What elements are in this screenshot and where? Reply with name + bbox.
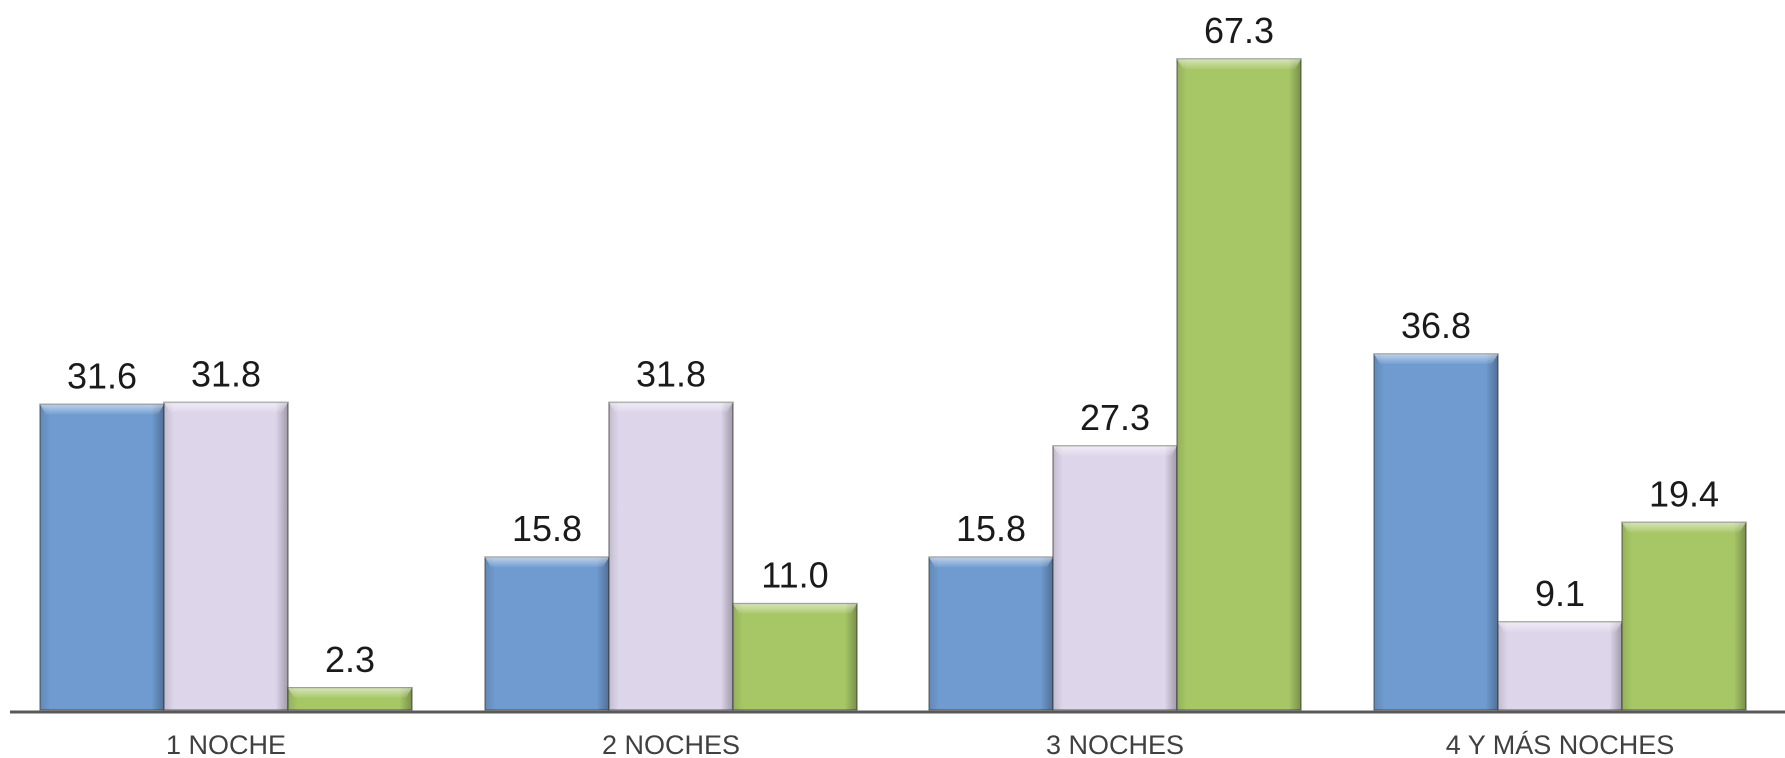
bar-series-2-2 xyxy=(608,401,734,711)
bar-series-1-3 xyxy=(928,556,1054,711)
bar-series-3-1 xyxy=(287,687,413,711)
value-label: 67.3 xyxy=(1204,10,1274,51)
category-label: 1 NOCHE xyxy=(166,730,286,758)
value-label: 15.8 xyxy=(956,508,1026,549)
bar-series-3-3 xyxy=(1176,58,1302,711)
category-label: 2 NOCHES xyxy=(602,730,740,758)
category-labels-layer: 1 NOCHE 2 NOCHES 3 NOCHES 4 Y MÁS NOCHES xyxy=(166,730,1674,758)
bar-series-2-1 xyxy=(163,401,289,711)
bar-series-1-1 xyxy=(39,403,165,711)
value-label: 31.6 xyxy=(67,355,137,396)
value-labels-layer: 31.6 31.8 2.3 15.8 31.8 11.0 15.8 27.3 67.3 36.8 9… xyxy=(67,10,1719,680)
category-label: 4 Y MÁS NOCHES xyxy=(1446,730,1675,758)
bar-series-2-3 xyxy=(1052,445,1178,711)
value-label: 27.3 xyxy=(1080,397,1150,438)
value-label: 11.0 xyxy=(761,555,828,596)
value-label: 9.1 xyxy=(1535,573,1585,614)
value-label: 36.8 xyxy=(1401,305,1471,346)
bar-series-2-4 xyxy=(1497,621,1623,711)
bar-series-1-4 xyxy=(1373,353,1499,711)
value-label: 31.8 xyxy=(191,353,261,394)
bars-layer xyxy=(39,58,1747,711)
value-label: 15.8 xyxy=(512,508,582,549)
value-label: 19.4 xyxy=(1649,473,1719,514)
bar-series-3-2 xyxy=(732,602,858,711)
value-label: 31.8 xyxy=(636,353,706,394)
category-label: 3 NOCHES xyxy=(1046,730,1184,758)
bar-series-1-2 xyxy=(484,556,610,711)
value-label: 2.3 xyxy=(325,639,375,680)
bar-series-3-4 xyxy=(1621,521,1747,711)
